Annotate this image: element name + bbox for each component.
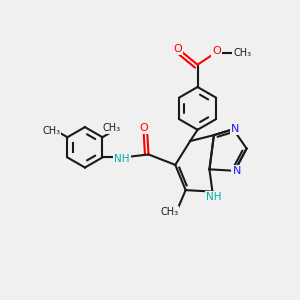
Text: NH: NH bbox=[206, 192, 222, 202]
Text: N: N bbox=[231, 124, 239, 134]
Text: CH₃: CH₃ bbox=[160, 207, 178, 218]
Text: O: O bbox=[173, 44, 182, 54]
Text: CH₃: CH₃ bbox=[42, 126, 60, 136]
Text: N: N bbox=[232, 166, 241, 176]
Text: O: O bbox=[212, 46, 221, 56]
Text: CH₃: CH₃ bbox=[233, 48, 251, 58]
Text: NH: NH bbox=[114, 154, 130, 164]
Text: CH₃: CH₃ bbox=[102, 123, 120, 133]
Text: O: O bbox=[139, 123, 148, 133]
